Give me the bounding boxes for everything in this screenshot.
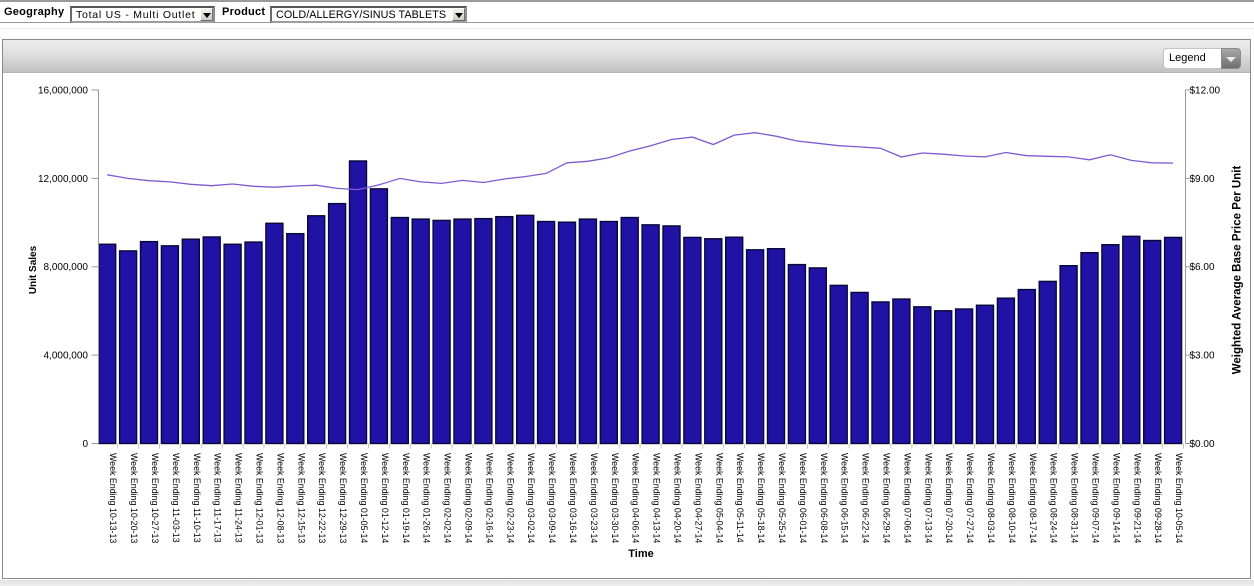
svg-text:Week Ending 10-27-13: Week Ending 10-27-13 xyxy=(150,453,160,543)
svg-text:Week Ending 03-30-14: Week Ending 03-30-14 xyxy=(610,453,620,543)
svg-text:Week Ending 12-22-13: Week Ending 12-22-13 xyxy=(317,453,327,543)
svg-text:Week Ending 01-05-14: Week Ending 01-05-14 xyxy=(359,453,369,543)
svg-text:Week Ending 12-01-13: Week Ending 12-01-13 xyxy=(255,453,265,543)
svg-text:Week Ending 12-08-13: Week Ending 12-08-13 xyxy=(275,453,285,543)
svg-text:$3.00: $3.00 xyxy=(1190,351,1215,362)
svg-text:Week Ending 03-23-14: Week Ending 03-23-14 xyxy=(589,453,599,543)
svg-text:Week Ending 12-29-13: Week Ending 12-29-13 xyxy=(338,453,348,543)
svg-text:Week Ending 04-27-14: Week Ending 04-27-14 xyxy=(693,453,703,543)
svg-text:Week Ending 06-15-14: Week Ending 06-15-14 xyxy=(840,453,850,543)
svg-text:Week Ending 06-08-14: Week Ending 06-08-14 xyxy=(819,453,829,543)
svg-text:Week Ending 10-05-14: Week Ending 10-05-14 xyxy=(1174,453,1184,543)
svg-text:Week Ending 01-26-14: Week Ending 01-26-14 xyxy=(422,453,432,543)
svg-text:Weighted Average Base Price Pe: Weighted Average Base Price Per Unit xyxy=(1232,166,1244,375)
svg-text:Week Ending 02-16-14: Week Ending 02-16-14 xyxy=(484,453,494,543)
svg-text:Week Ending 03-16-14: Week Ending 03-16-14 xyxy=(568,453,578,543)
svg-text:Week Ending 05-11-14: Week Ending 05-11-14 xyxy=(735,453,745,543)
svg-text:16,000,000: 16,000,000 xyxy=(38,86,88,97)
svg-text:12,000,000: 12,000,000 xyxy=(38,174,88,185)
svg-text:Time: Time xyxy=(628,548,653,560)
svg-text:Week Ending 09-28-14: Week Ending 09-28-14 xyxy=(1153,453,1163,543)
svg-text:Week Ending 01-12-14: Week Ending 01-12-14 xyxy=(380,453,390,543)
svg-text:Week Ending 11-03-13: Week Ending 11-03-13 xyxy=(171,453,181,543)
svg-text:4,000,000: 4,000,000 xyxy=(44,351,89,362)
svg-text:Week Ending 11-17-13: Week Ending 11-17-13 xyxy=(213,453,223,543)
svg-text:Week Ending 06-29-14: Week Ending 06-29-14 xyxy=(882,453,892,543)
svg-text:Week Ending 07-06-14: Week Ending 07-06-14 xyxy=(902,453,912,543)
svg-text:Week Ending 06-22-14: Week Ending 06-22-14 xyxy=(861,453,871,543)
svg-text:Week Ending 06-01-14: Week Ending 06-01-14 xyxy=(798,453,808,543)
svg-text:Unit Sales: Unit Sales xyxy=(28,245,39,294)
svg-text:Week Ending 08-17-14: Week Ending 08-17-14 xyxy=(1028,453,1038,543)
svg-text:Week Ending 04-06-14: Week Ending 04-06-14 xyxy=(631,453,641,543)
svg-text:Week Ending 07-27-14: Week Ending 07-27-14 xyxy=(965,453,975,543)
svg-text:Week Ending 05-18-14: Week Ending 05-18-14 xyxy=(756,453,766,543)
svg-text:Week Ending 05-25-14: Week Ending 05-25-14 xyxy=(777,453,787,543)
svg-text:Week Ending 09-07-14: Week Ending 09-07-14 xyxy=(1091,453,1101,543)
svg-text:Week Ending 08-24-14: Week Ending 08-24-14 xyxy=(1049,453,1059,543)
svg-text:Week Ending 08-03-14: Week Ending 08-03-14 xyxy=(986,453,996,543)
svg-text:Week Ending 11-24-13: Week Ending 11-24-13 xyxy=(234,453,244,543)
svg-text:$9.00: $9.00 xyxy=(1190,174,1215,185)
svg-text:Week Ending 12-15-13: Week Ending 12-15-13 xyxy=(296,453,306,543)
svg-text:Week Ending 03-02-14: Week Ending 03-02-14 xyxy=(526,453,536,543)
svg-text:Week Ending 07-20-14: Week Ending 07-20-14 xyxy=(944,453,954,543)
svg-text:Week Ending 09-14-14: Week Ending 09-14-14 xyxy=(1111,453,1121,543)
svg-text:Week Ending 10-13-13: Week Ending 10-13-13 xyxy=(108,453,118,543)
svg-text:Week Ending 03-09-14: Week Ending 03-09-14 xyxy=(547,453,557,543)
svg-text:Week Ending 02-09-14: Week Ending 02-09-14 xyxy=(464,453,474,543)
svg-text:Week Ending 02-23-14: Week Ending 02-23-14 xyxy=(505,453,515,543)
svg-text:Week Ending 08-10-14: Week Ending 08-10-14 xyxy=(1007,453,1017,543)
svg-text:Week Ending 11-10-13: Week Ending 11-10-13 xyxy=(192,453,202,543)
svg-text:Week Ending 10-20-13: Week Ending 10-20-13 xyxy=(129,453,139,543)
svg-text:Week Ending 07-13-14: Week Ending 07-13-14 xyxy=(923,453,933,543)
svg-text:Week Ending 01-19-14: Week Ending 01-19-14 xyxy=(401,453,411,543)
svg-text:$12.00: $12.00 xyxy=(1190,86,1221,97)
svg-text:$6.00: $6.00 xyxy=(1190,262,1215,273)
svg-text:0: 0 xyxy=(82,439,88,450)
svg-text:Week Ending 05-04-14: Week Ending 05-04-14 xyxy=(714,453,724,543)
svg-text:Week Ending 04-13-14: Week Ending 04-13-14 xyxy=(652,453,662,543)
svg-text:Week Ending 02-02-14: Week Ending 02-02-14 xyxy=(443,453,453,543)
svg-text:Week Ending 04-20-14: Week Ending 04-20-14 xyxy=(673,453,683,543)
svg-text:$0.00: $0.00 xyxy=(1190,439,1215,450)
svg-text:Week Ending 08-31-14: Week Ending 08-31-14 xyxy=(1070,453,1080,543)
svg-text:Week Ending 09-21-14: Week Ending 09-21-14 xyxy=(1132,453,1142,543)
svg-text:8,000,000: 8,000,000 xyxy=(44,262,89,273)
